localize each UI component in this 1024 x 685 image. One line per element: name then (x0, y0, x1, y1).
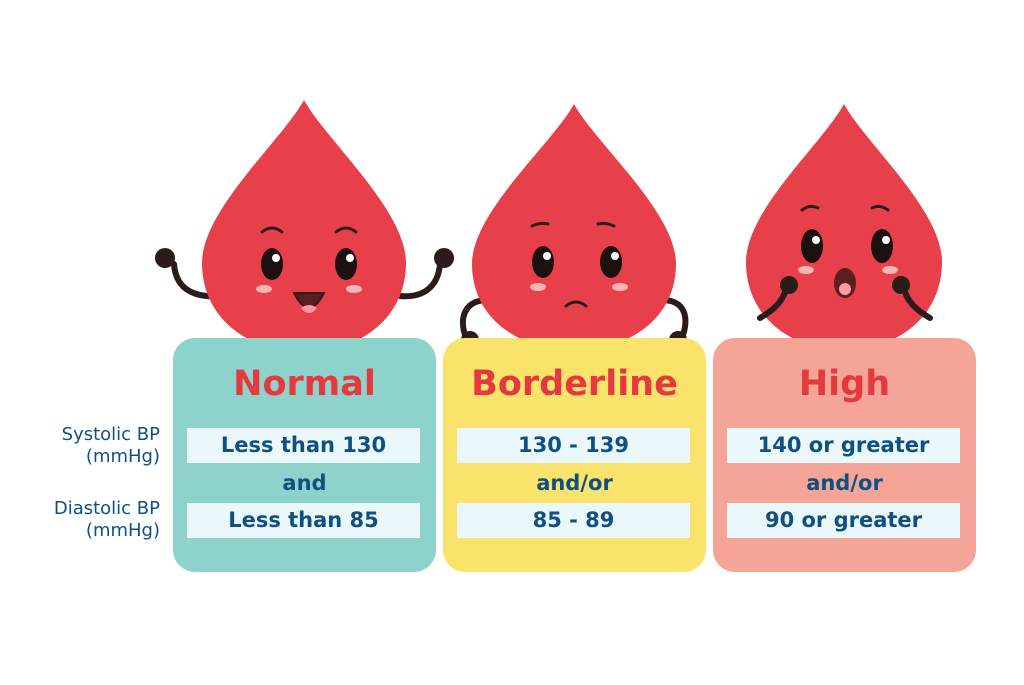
systolic-value-high: 140 or greater (727, 428, 960, 463)
normal-drop-body (202, 100, 406, 352)
borderline-right-brow (596, 221, 616, 228)
connector-high: and/or (806, 471, 883, 495)
high-left-cheek (798, 266, 814, 274)
borderline-left-brow (530, 221, 550, 228)
normal-left-brow (260, 226, 284, 234)
borderline-left-cheek (530, 283, 546, 291)
high-left-eye-shine (812, 236, 820, 244)
connector-borderline: and/or (536, 471, 613, 495)
high-left-brow (800, 204, 820, 212)
systolic-value-borderline: 130 - 139 (457, 428, 690, 463)
systolic-value-normal: Less than 130 (187, 428, 420, 463)
high-blood-drop-mascot (746, 104, 942, 350)
borderline-right-cheek (612, 283, 628, 291)
connector-normal: and (282, 471, 327, 495)
systolic-bp-label: Systolic BP (mmHg) (61, 424, 160, 467)
high-right-cheek (882, 266, 898, 274)
high-left-hand (780, 276, 798, 294)
normal-tongue (301, 305, 317, 313)
normal-left-hand (155, 248, 175, 268)
category-title-normal: Normal (233, 364, 376, 404)
diastolic-bp-label: Diastolic BP (mmHg) (53, 498, 160, 541)
high-mouth-inner (839, 283, 851, 295)
high-right-hand (892, 276, 910, 294)
normal-left-eye (261, 248, 283, 280)
normal-blood-drop-mascot (155, 100, 454, 352)
category-title-borderline: Borderline (471, 364, 678, 404)
borderline-left-eye-shine (543, 252, 551, 260)
high-left-eye (801, 229, 823, 263)
borderline-drop-body (472, 104, 676, 350)
diastolic-value-high: 90 or greater (727, 503, 960, 538)
normal-right-hand (434, 248, 454, 268)
diastolic-value-borderline: 85 - 89 (457, 503, 690, 538)
normal-right-brow (334, 226, 358, 234)
normal-right-cheek (346, 285, 362, 293)
high-right-brow (870, 204, 890, 212)
borderline-blood-drop-mascot (459, 104, 689, 350)
normal-left-cheek (256, 285, 272, 293)
category-card-borderline: Borderline 130 - 139 and/or 85 - 89 (443, 338, 706, 572)
category-card-normal: Normal Less than 130 and Less than 85 (173, 338, 436, 572)
high-drop-body (746, 104, 942, 350)
borderline-frown (564, 300, 588, 308)
high-right-eye-shine (882, 236, 890, 244)
borderline-left-eye (532, 246, 554, 278)
normal-right-arm (397, 261, 443, 300)
diastolic-value-normal: Less than 85 (187, 503, 420, 538)
category-card-high: High 140 or greater and/or 90 or greater (713, 338, 976, 572)
normal-right-eye-shine (346, 254, 354, 262)
normal-left-eye-shine (272, 254, 280, 262)
high-right-eye (871, 229, 893, 263)
category-title-high: High (798, 364, 891, 404)
normal-right-eye (335, 248, 357, 280)
borderline-right-eye (600, 246, 622, 278)
borderline-right-eye-shine (611, 252, 619, 260)
